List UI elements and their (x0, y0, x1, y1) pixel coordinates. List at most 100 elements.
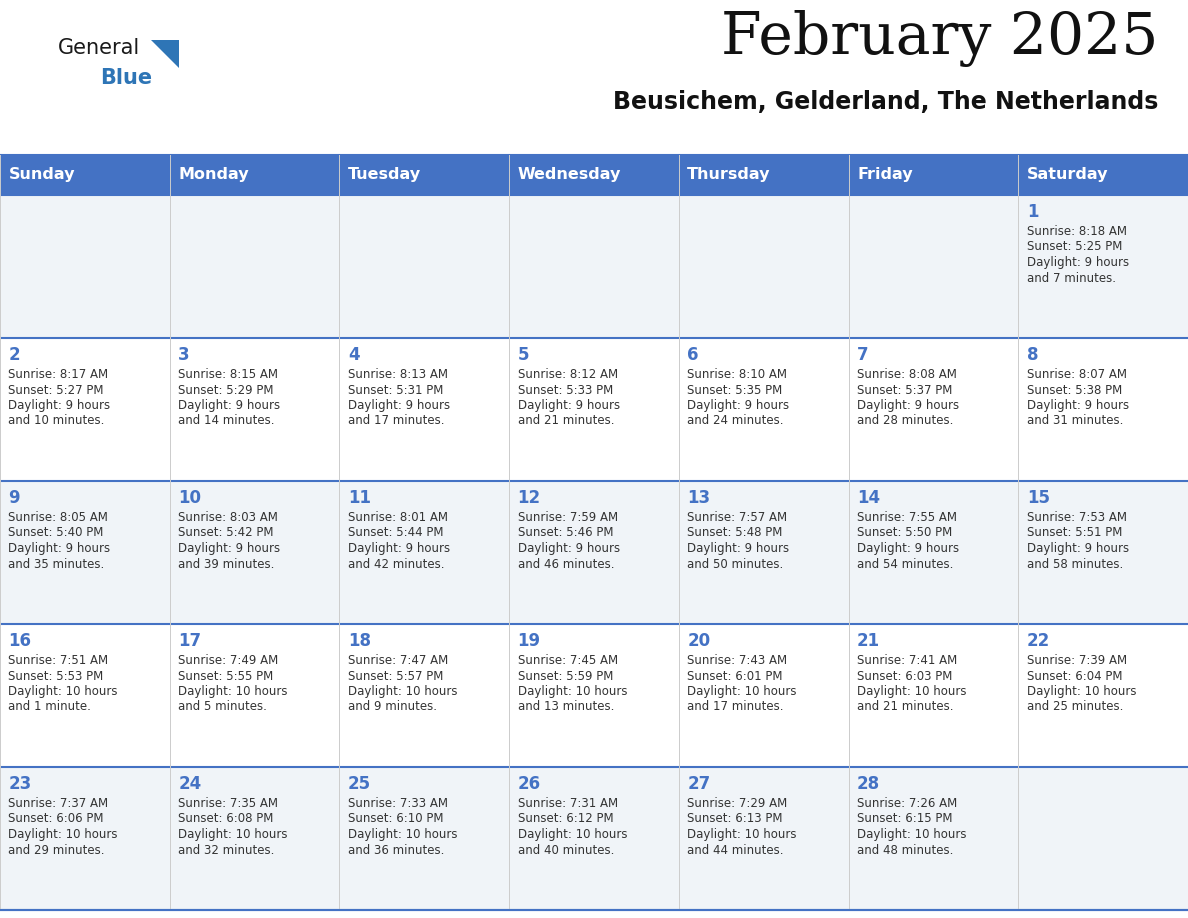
Text: Sunrise: 7:59 AM: Sunrise: 7:59 AM (518, 511, 618, 524)
Text: Daylight: 9 hours: Daylight: 9 hours (518, 542, 620, 555)
Text: Sunrise: 8:18 AM: Sunrise: 8:18 AM (1026, 225, 1126, 238)
Text: Sunset: 5:51 PM: Sunset: 5:51 PM (1026, 527, 1123, 540)
Bar (848, 767, 1018, 910)
Text: 17: 17 (178, 632, 201, 650)
Text: Sunset: 5:40 PM: Sunset: 5:40 PM (8, 527, 103, 540)
Text: Daylight: 10 hours: Daylight: 10 hours (348, 685, 457, 698)
Bar (1018, 481, 1188, 624)
Text: Sunrise: 8:03 AM: Sunrise: 8:03 AM (178, 511, 278, 524)
Text: Saturday: Saturday (1026, 167, 1108, 183)
Text: Sunrise: 8:17 AM: Sunrise: 8:17 AM (8, 368, 108, 381)
Text: and 29 minutes.: and 29 minutes. (8, 844, 105, 856)
Text: Sunset: 5:44 PM: Sunset: 5:44 PM (348, 527, 443, 540)
Text: 28: 28 (857, 775, 880, 793)
Text: and 58 minutes.: and 58 minutes. (1026, 557, 1123, 570)
Bar (170, 338, 340, 481)
Text: 9: 9 (8, 489, 20, 507)
Text: and 21 minutes.: and 21 minutes. (518, 415, 614, 428)
Text: Daylight: 9 hours: Daylight: 9 hours (178, 399, 280, 412)
Text: and 32 minutes.: and 32 minutes. (178, 844, 274, 856)
Text: and 21 minutes.: and 21 minutes. (857, 700, 954, 713)
Text: and 39 minutes.: and 39 minutes. (178, 557, 274, 570)
Text: Daylight: 9 hours: Daylight: 9 hours (518, 399, 620, 412)
Text: Sunset: 6:04 PM: Sunset: 6:04 PM (1026, 669, 1123, 682)
Text: Daylight: 9 hours: Daylight: 9 hours (857, 399, 959, 412)
Text: Friday: Friday (857, 167, 912, 183)
Text: Sunday: Sunday (8, 167, 75, 183)
Bar (340, 481, 510, 624)
Text: and 40 minutes.: and 40 minutes. (518, 844, 614, 856)
Bar (0, 195, 170, 338)
Text: Beusichem, Gelderland, The Netherlands: Beusichem, Gelderland, The Netherlands (613, 90, 1158, 114)
Bar (848, 624, 1018, 767)
Text: Daylight: 10 hours: Daylight: 10 hours (1026, 685, 1136, 698)
Bar (170, 624, 340, 767)
Bar (1018, 195, 1188, 338)
Bar (510, 481, 678, 624)
Text: and 14 minutes.: and 14 minutes. (178, 415, 274, 428)
Text: 24: 24 (178, 775, 202, 793)
Text: Daylight: 10 hours: Daylight: 10 hours (8, 828, 118, 841)
Text: Sunrise: 7:37 AM: Sunrise: 7:37 AM (8, 797, 108, 810)
Text: Sunrise: 7:31 AM: Sunrise: 7:31 AM (518, 797, 618, 810)
Bar (0, 338, 170, 481)
Text: Sunset: 5:31 PM: Sunset: 5:31 PM (348, 384, 443, 397)
Text: Sunrise: 7:43 AM: Sunrise: 7:43 AM (688, 654, 788, 667)
Text: Daylight: 10 hours: Daylight: 10 hours (178, 828, 287, 841)
Text: Sunrise: 8:01 AM: Sunrise: 8:01 AM (348, 511, 448, 524)
Text: Sunset: 5:42 PM: Sunset: 5:42 PM (178, 527, 273, 540)
Text: and 35 minutes.: and 35 minutes. (8, 557, 105, 570)
Bar (0, 767, 170, 910)
Text: Daylight: 10 hours: Daylight: 10 hours (857, 828, 967, 841)
Text: General: General (58, 38, 140, 58)
Text: Sunrise: 7:26 AM: Sunrise: 7:26 AM (857, 797, 958, 810)
Bar (0, 155, 170, 195)
Text: and 17 minutes.: and 17 minutes. (688, 700, 784, 713)
Text: Daylight: 10 hours: Daylight: 10 hours (688, 828, 797, 841)
Text: 26: 26 (518, 775, 541, 793)
Text: 19: 19 (518, 632, 541, 650)
Bar (340, 155, 510, 195)
Text: and 50 minutes.: and 50 minutes. (688, 557, 784, 570)
Bar (678, 155, 848, 195)
Text: 12: 12 (518, 489, 541, 507)
Text: Daylight: 9 hours: Daylight: 9 hours (348, 542, 450, 555)
Text: Sunrise: 7:41 AM: Sunrise: 7:41 AM (857, 654, 958, 667)
Text: 27: 27 (688, 775, 710, 793)
Text: Daylight: 9 hours: Daylight: 9 hours (1026, 542, 1129, 555)
Bar (510, 155, 678, 195)
Text: Daylight: 10 hours: Daylight: 10 hours (178, 685, 287, 698)
Text: Daylight: 10 hours: Daylight: 10 hours (688, 685, 797, 698)
Text: Sunset: 6:13 PM: Sunset: 6:13 PM (688, 812, 783, 825)
Text: Daylight: 10 hours: Daylight: 10 hours (348, 828, 457, 841)
Text: Sunrise: 8:08 AM: Sunrise: 8:08 AM (857, 368, 956, 381)
Text: and 7 minutes.: and 7 minutes. (1026, 272, 1116, 285)
Text: Sunset: 6:15 PM: Sunset: 6:15 PM (857, 812, 953, 825)
Text: 21: 21 (857, 632, 880, 650)
Text: 5: 5 (518, 346, 529, 364)
Bar (510, 624, 678, 767)
Text: Sunrise: 7:55 AM: Sunrise: 7:55 AM (857, 511, 958, 524)
Bar (678, 338, 848, 481)
Text: Sunset: 6:03 PM: Sunset: 6:03 PM (857, 669, 953, 682)
Text: 22: 22 (1026, 632, 1050, 650)
Text: Sunrise: 8:07 AM: Sunrise: 8:07 AM (1026, 368, 1126, 381)
Bar (510, 338, 678, 481)
Text: and 5 minutes.: and 5 minutes. (178, 700, 267, 713)
Bar (0, 624, 170, 767)
Text: Sunset: 5:37 PM: Sunset: 5:37 PM (857, 384, 953, 397)
Bar (678, 767, 848, 910)
Text: Sunrise: 7:51 AM: Sunrise: 7:51 AM (8, 654, 108, 667)
Text: Daylight: 9 hours: Daylight: 9 hours (857, 542, 959, 555)
Text: Sunset: 5:33 PM: Sunset: 5:33 PM (518, 384, 613, 397)
Text: Sunrise: 8:13 AM: Sunrise: 8:13 AM (348, 368, 448, 381)
Text: Daylight: 9 hours: Daylight: 9 hours (178, 542, 280, 555)
Text: 10: 10 (178, 489, 201, 507)
Text: 7: 7 (857, 346, 868, 364)
Text: and 13 minutes.: and 13 minutes. (518, 700, 614, 713)
Text: Daylight: 10 hours: Daylight: 10 hours (857, 685, 967, 698)
Text: Daylight: 9 hours: Daylight: 9 hours (688, 399, 790, 412)
Text: Daylight: 9 hours: Daylight: 9 hours (1026, 256, 1129, 269)
Text: Sunset: 5:29 PM: Sunset: 5:29 PM (178, 384, 273, 397)
Text: Monday: Monday (178, 167, 248, 183)
